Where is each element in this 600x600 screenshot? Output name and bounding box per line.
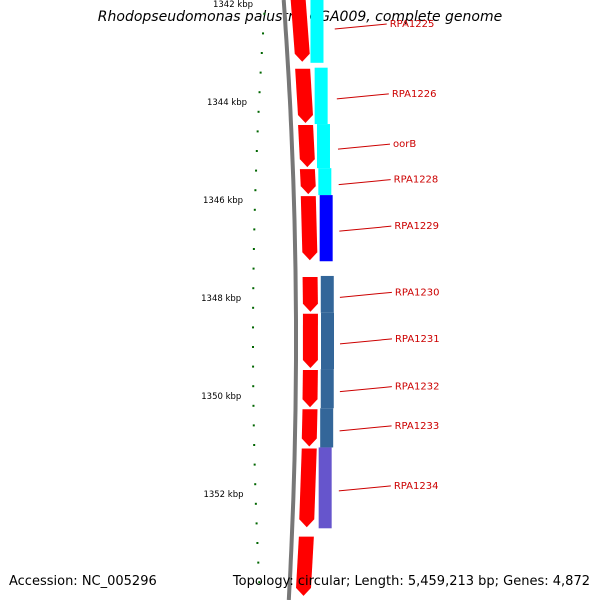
cds-arrow — [296, 536, 314, 596]
gene-label: RPA1225 — [390, 19, 435, 30]
gene-label: oorB — [393, 139, 416, 150]
tick-label: 1348 kbp — [201, 294, 241, 304]
cds-arrow — [299, 448, 317, 528]
cog-block — [310, 0, 324, 63]
label-leader — [338, 179, 391, 186]
scale-ticks: 1342 kbp 1344 kbp 1346 kbp 1348 kbp 1350 kbp… — [201, 0, 266, 584]
label-leader — [339, 225, 392, 232]
cds-arrow — [302, 313, 318, 369]
cds-arrow — [290, 0, 310, 62]
cds-arrow — [302, 276, 318, 312]
cog-block — [318, 447, 332, 529]
cog-block — [319, 195, 333, 262]
cds-arrow — [298, 125, 315, 168]
tick-label: 1352 kbp — [203, 490, 243, 500]
cds-arrow — [302, 370, 318, 408]
gene-label: RPA1232 — [395, 382, 440, 393]
tick-label: 1346 kbp — [203, 196, 243, 206]
tick-label: 1350 kbp — [201, 392, 241, 402]
gene-label: RPA1230 — [395, 287, 440, 298]
cog-track — [310, 0, 334, 529]
gene-label: RPA1234 — [394, 481, 439, 492]
gene-labels: RPA1225 RPA1226 oorB RPA1228 RPA1229 RPA1230 R… — [334, 19, 440, 492]
topology-text: Topology: circular; Length: 5,459,213 bp… — [232, 574, 590, 589]
label-leader — [334, 23, 387, 30]
cds-track — [290, 0, 318, 596]
cog-block — [314, 67, 328, 125]
cog-block — [320, 275, 334, 313]
cog-block — [320, 312, 334, 370]
label-leader — [338, 485, 391, 492]
cds-arrow — [299, 169, 316, 195]
accession-text: Accession: NC_005296 — [9, 574, 157, 589]
gene-label: RPA1226 — [392, 89, 437, 100]
label-leader — [339, 425, 392, 432]
label-leader — [339, 338, 393, 345]
cds-arrow — [300, 196, 318, 261]
gene-label: RPA1233 — [395, 421, 440, 432]
backbone — [281, 0, 298, 600]
gene-label: RPA1228 — [394, 175, 439, 186]
label-leader — [339, 291, 392, 298]
cog-block — [316, 124, 330, 169]
cds-arrow — [295, 68, 313, 124]
label-leader — [339, 386, 392, 393]
cog-block — [318, 168, 332, 196]
label-leader — [337, 143, 391, 150]
tick-label: 1344 kbp — [207, 98, 247, 108]
gene-label: RPA1229 — [394, 221, 439, 232]
cog-block — [320, 408, 334, 448]
tick-label: 1342 kbp — [213, 0, 253, 10]
backbone-line — [281, 0, 298, 600]
label-leader — [336, 93, 389, 100]
cds-arrow — [301, 409, 318, 447]
cog-block — [320, 369, 334, 409]
gene-label: RPA1231 — [395, 334, 440, 345]
